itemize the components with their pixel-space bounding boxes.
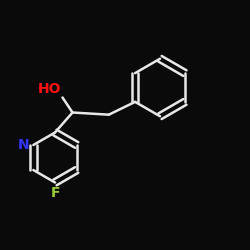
Text: N: N [18,138,30,152]
Text: HO: HO [38,82,61,96]
Text: F: F [50,186,60,200]
